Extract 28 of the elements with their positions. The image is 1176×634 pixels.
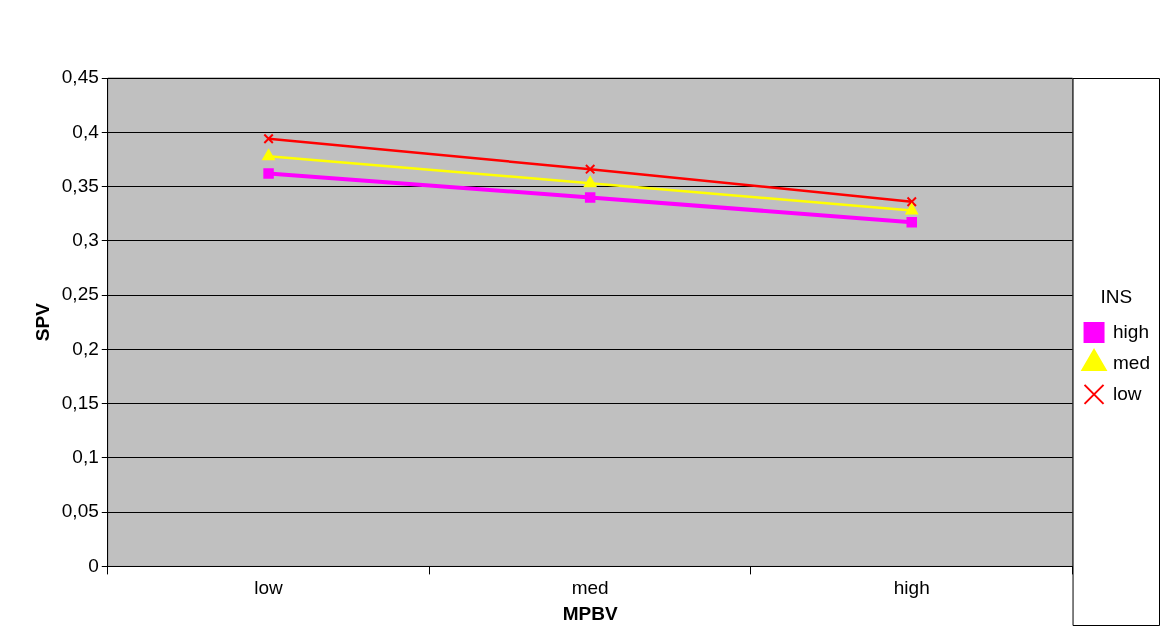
x-tick-label: low	[254, 577, 284, 599]
point	[583, 176, 597, 188]
y-tick-label: 0,45	[61, 66, 99, 88]
x-axis-title: MPBV	[562, 602, 618, 624]
point	[584, 163, 596, 175]
y-tick-label: 0,3	[72, 229, 99, 251]
y-tick-label: 0,2	[72, 337, 99, 359]
y-tick-label: 0,35	[61, 174, 99, 196]
legend-title: INS	[1100, 285, 1133, 307]
point	[263, 168, 274, 179]
y-axis-title: SPV	[31, 302, 53, 342]
point	[906, 196, 917, 207]
y-tick-label: 0,1	[72, 446, 99, 468]
point	[905, 203, 918, 215]
y-tick-label: 0,05	[61, 500, 99, 522]
legend-label: low	[1113, 382, 1142, 404]
x-tick-label: high	[893, 577, 930, 599]
legend-label: med	[1113, 351, 1151, 373]
y-tick-label: 0,15	[61, 391, 99, 413]
point	[584, 192, 596, 203]
point	[262, 149, 275, 161]
x-tick-label: med	[571, 577, 609, 599]
y-tick-label: 0	[88, 554, 99, 576]
legend-label: high	[1113, 320, 1149, 342]
point	[263, 133, 274, 145]
point	[906, 217, 917, 228]
y-tick-label: 0,25	[61, 283, 99, 305]
y-tick-label: 0,4	[72, 120, 100, 142]
